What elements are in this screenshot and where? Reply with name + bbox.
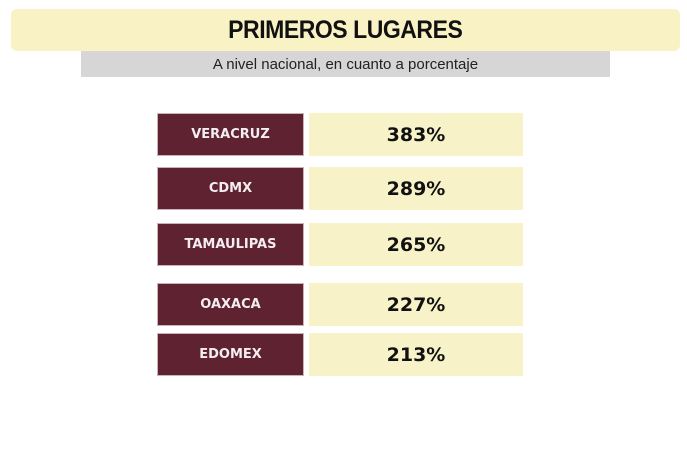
percentage-value: 227% [309,283,523,326]
ranking-row: VERACRUZ 383% [157,113,525,156]
ranking-row: CDMX 289% [157,167,525,210]
state-label: OAXACA [157,283,304,326]
state-label: CDMX [157,167,304,210]
percentage-value: 289% [309,167,523,210]
state-label: VERACRUZ [157,113,304,156]
ranking-row: OAXACA 227% [157,283,525,326]
subtitle-banner: A nivel nacional, en cuanto a porcentaje [81,51,610,77]
percentage-value: 265% [309,223,523,266]
state-label: EDOMEX [157,333,304,376]
ranking-row: TAMAULIPAS 265% [157,223,525,266]
percentage-value: 383% [309,113,523,156]
ranking-row: EDOMEX 213% [157,333,525,376]
percentage-value: 213% [309,333,523,376]
title-banner: PRIMEROS LUGARES [11,9,680,51]
state-label: TAMAULIPAS [157,223,304,266]
page-subtitle: A nivel nacional, en cuanto a porcentaje [212,55,479,73]
page-title: PRIMEROS LUGARES [228,15,463,44]
